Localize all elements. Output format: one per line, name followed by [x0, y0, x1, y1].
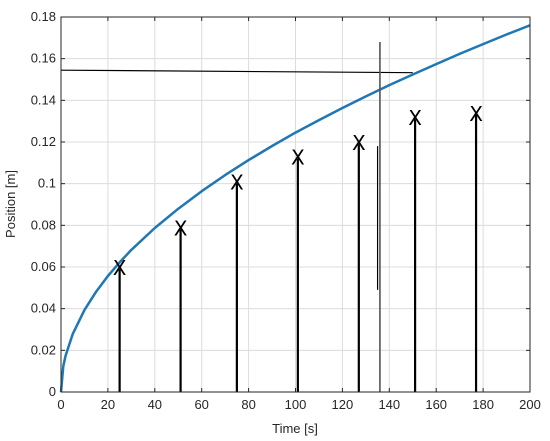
stem-marker-1: X [174, 217, 188, 241]
x-tick-label: 0 [57, 397, 64, 412]
y-tick-label: 0 [49, 384, 56, 399]
y-tick-label: 0.14 [31, 92, 56, 107]
stem-marker-5: X [408, 106, 422, 130]
y-tick-label: 0.1 [38, 176, 56, 191]
y-tick-label: 0.06 [31, 259, 56, 274]
y-tick-label: 0.18 [31, 9, 56, 24]
y-tick-label: 0.16 [31, 51, 56, 66]
stem-markers: X X X X X X X [113, 102, 483, 392]
x-tick-label: 200 [519, 397, 541, 412]
y-tick-label: 0.02 [31, 342, 56, 357]
y-axis-ticks: 0 0.02 0.04 0.06 0.08 0.1 0.12 0.14 0.16 0.18 [31, 9, 530, 399]
x-tick-label: 80 [241, 397, 255, 412]
y-tick-label: 0.04 [31, 301, 56, 316]
x-tick-label: 140 [378, 397, 400, 412]
horizontal-reference-line [60, 69, 413, 74]
x-tick-label: 20 [101, 397, 115, 412]
x-tick-label: 100 [285, 397, 307, 412]
stem-marker-4: X [352, 131, 366, 155]
x-tick-label: 180 [472, 397, 494, 412]
x-tick-label: 160 [425, 397, 447, 412]
stem-marker-0: X [113, 256, 127, 280]
x-tick-label: 120 [332, 397, 354, 412]
y-axis-label: Position [m] [3, 170, 18, 238]
curve-layer [59, 24, 531, 393]
x-tick-label: 60 [194, 397, 208, 412]
x-tick-label: 40 [148, 397, 162, 412]
stem-marker-3: X [291, 146, 305, 170]
stem-marker-6: X [469, 102, 483, 126]
y-tick-label: 0.08 [31, 217, 56, 232]
stem-marker-2: X [230, 171, 244, 195]
x-axis-label: Time [s] [272, 421, 318, 436]
reference-lines [60, 42, 413, 392]
x-axis-ticks: 0 20 40 60 80 100 120 140 160 180 200 [57, 17, 541, 412]
y-tick-label: 0.12 [31, 134, 56, 149]
position-curve-0 [59, 24, 531, 393]
